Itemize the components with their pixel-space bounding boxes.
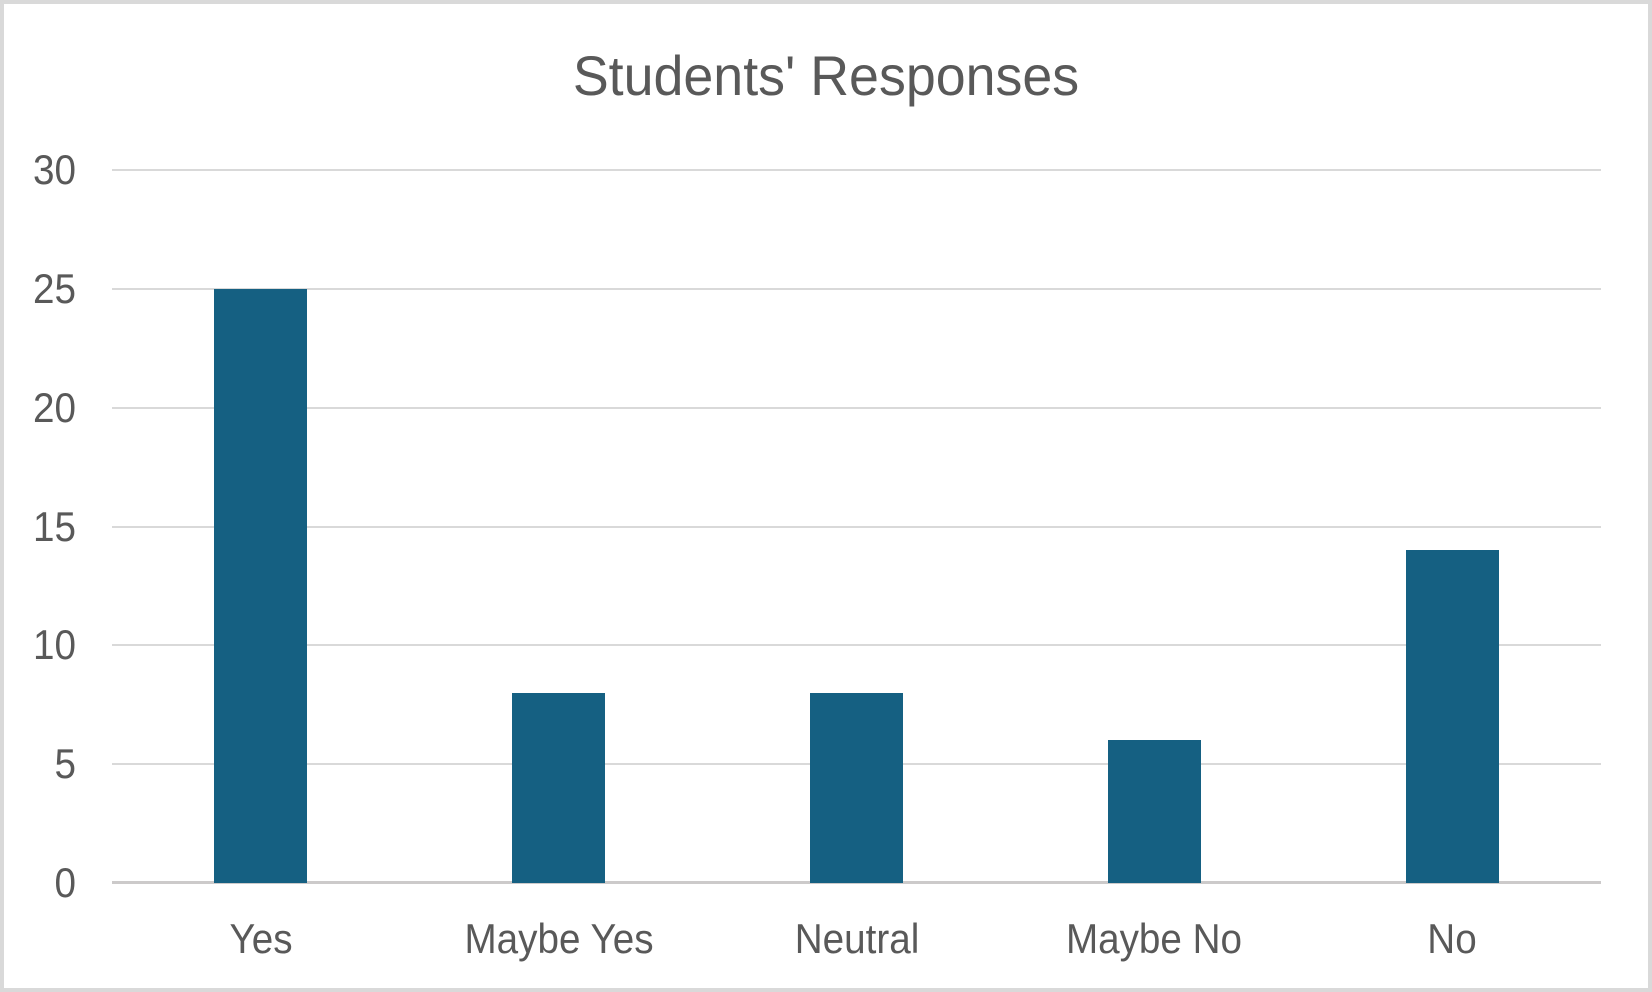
gridline — [112, 287, 1601, 290]
gridline — [112, 644, 1601, 647]
gridline — [112, 525, 1601, 528]
bar-maybe-no — [1107, 740, 1201, 883]
gridline — [112, 169, 1601, 171]
y-tick-label: 10 — [33, 621, 76, 669]
x-category-label: Maybe Yes — [464, 915, 654, 962]
y-tick-label: 25 — [33, 264, 76, 312]
chart-title: Students' Responses — [572, 44, 1080, 107]
x-category-label: No — [1427, 915, 1477, 962]
y-tick-label: 30 — [33, 146, 76, 193]
y-tick-label: 0 — [54, 859, 76, 906]
y-axis-tick-labels: 0 5 10 15 20 25 30 — [4, 147, 76, 906]
plot-area — [112, 169, 1601, 884]
bar-no — [1405, 550, 1499, 883]
x-category-label: Maybe No — [1066, 915, 1243, 962]
x-category-label: Yes — [229, 915, 293, 962]
x-axis-category-labels: Yes Maybe Yes Neutral Maybe No No — [112, 890, 1601, 970]
x-category-label: Neutral — [794, 915, 919, 962]
gridline — [112, 406, 1601, 409]
bar-maybe-yes — [512, 692, 606, 883]
bar-yes — [214, 288, 308, 883]
y-tick-label: 5 — [54, 740, 76, 788]
y-tick-label: 20 — [33, 383, 76, 431]
y-tick-label: 15 — [33, 502, 76, 550]
bar-neutral — [810, 692, 903, 883]
